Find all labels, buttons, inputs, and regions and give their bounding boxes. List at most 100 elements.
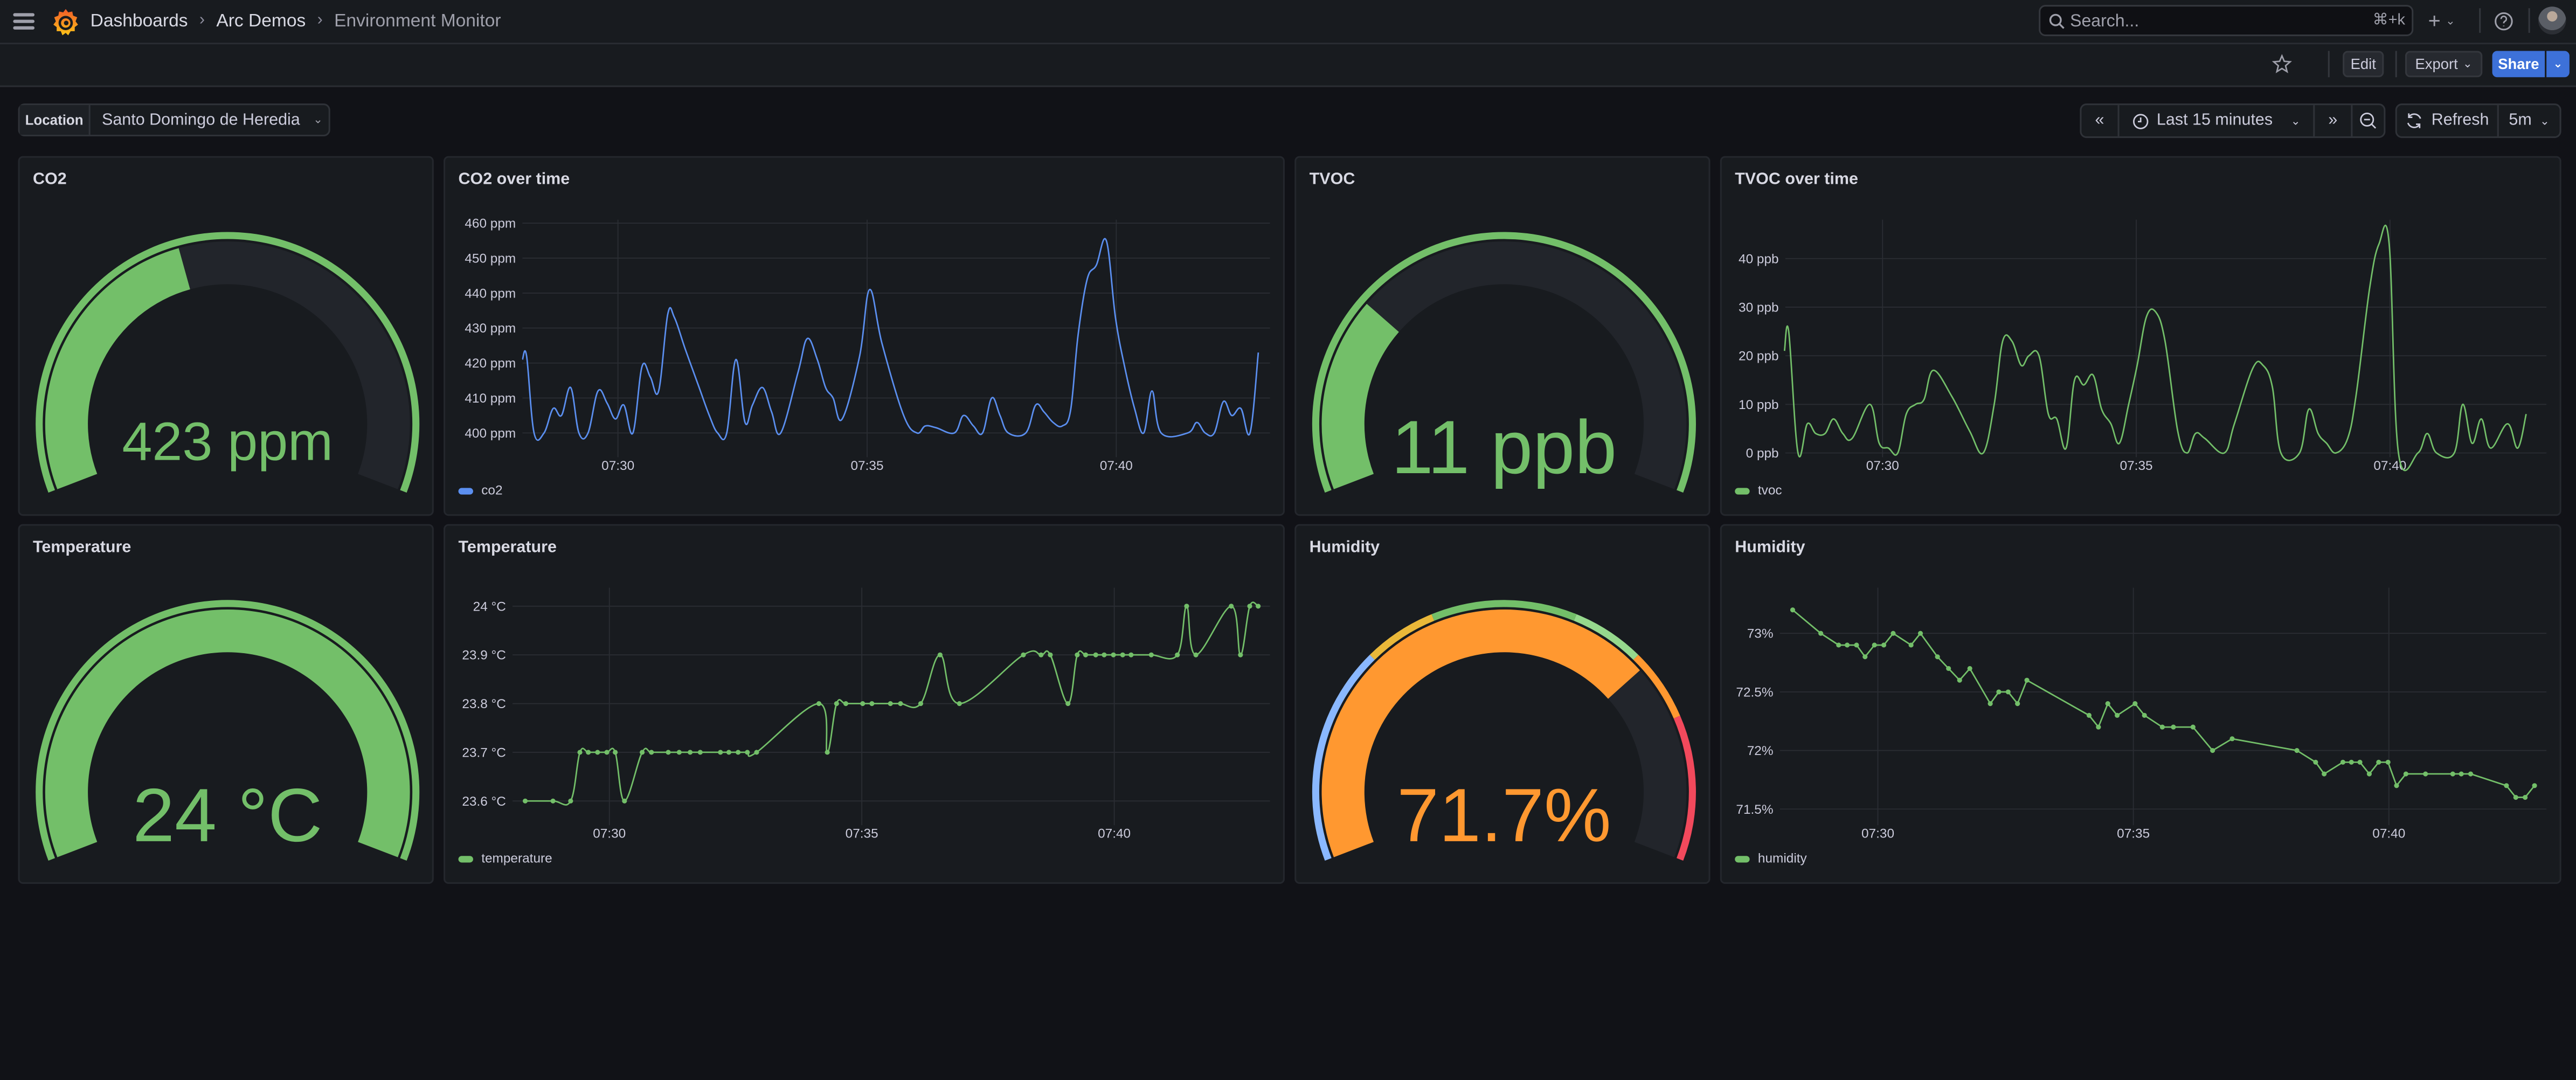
zoom-out-icon — [2360, 112, 2377, 129]
gauge-value: 71.7% — [1397, 773, 1611, 857]
location-label: Location — [19, 105, 91, 135]
y-tick-label: 30 ppb — [1739, 300, 1779, 315]
data-point — [869, 701, 875, 707]
legend-item-tvoc[interactable]: tvoc — [1735, 483, 1782, 498]
time-picker-group: « Last 15 minutes ⌄ » — [2080, 103, 2386, 139]
data-point — [2015, 701, 2020, 707]
co2-gauge-panel[interactable]: CO2 423 ppm — [18, 156, 434, 516]
location-value: Santo Domingo de Heredia — [102, 110, 300, 129]
legend-item-co2[interactable]: co2 — [458, 483, 503, 498]
gauge-chart: 423 ppm — [36, 232, 420, 493]
data-point — [2024, 677, 2030, 683]
tvoc-over-time-panel[interactable]: TVOC over time 0 ppb 10 ppb 20 ppb 30 ppb 40… — [1720, 156, 2561, 516]
data-point — [666, 750, 671, 755]
x-tick-label: 07:30 — [593, 827, 626, 841]
gauge-track — [1321, 241, 1687, 489]
divider — [2328, 51, 2330, 78]
data-point — [2142, 712, 2147, 718]
y-tick-label: 410 ppm — [465, 391, 516, 406]
menu-icon[interactable] — [13, 13, 35, 30]
divider — [2528, 8, 2530, 33]
x-tick-label: 07:30 — [1866, 459, 1899, 473]
humidity-gauge-panel[interactable]: Humidity 71.7% — [1294, 524, 1711, 884]
gauge-threshold-band — [1431, 600, 1577, 621]
data-point — [1790, 607, 1796, 613]
export-button[interactable]: Export ⌄ — [2405, 51, 2483, 78]
series-line-humidity — [1792, 609, 2536, 798]
legend-label: tvoc — [1757, 483, 1782, 498]
data-point — [649, 750, 654, 755]
humidity-timeseries-panel[interactable]: Humidity 71.5% 72% 72.5% 73% 07:30 07:35 07:40… — [1720, 524, 2561, 884]
refresh-button[interactable]: Refresh — [2397, 105, 2499, 137]
breadcrumb-separator-icon: › — [317, 11, 323, 30]
data-point — [676, 750, 682, 755]
time-range-picker[interactable]: Last 15 minutes ⌄ — [2120, 105, 2315, 137]
data-point — [2513, 794, 2518, 800]
data-point — [1111, 652, 1116, 657]
location-select[interactable]: Santo Domingo de Heredia ⌄ — [91, 105, 329, 135]
data-point — [1872, 642, 1877, 648]
search-placeholder: Search... — [2070, 11, 2139, 31]
panel-title: Humidity — [1309, 538, 1380, 557]
temperature-timeseries-panel[interactable]: Temperature 23.6 °C 23.7 °C 23.8 °C 23.9 °C… — [444, 524, 1285, 884]
user-avatar[interactable] — [2538, 6, 2566, 35]
star-icon[interactable] — [2272, 54, 2292, 74]
top-nav-bar: Dashboards › Arc Demos › Environment Mon… — [0, 0, 2576, 45]
temperature-gauge-panel[interactable]: Temperature 24 °C — [18, 524, 434, 884]
legend-item-humidity[interactable]: humidity — [1735, 851, 1807, 866]
y-tick-label: 0 ppb — [1746, 446, 1779, 461]
data-point — [1836, 642, 1841, 648]
zoom-out-button[interactable] — [2352, 105, 2384, 136]
legend-item-temperature[interactable]: temperature — [458, 851, 552, 866]
grafana-logo-icon[interactable] — [53, 8, 79, 36]
edit-button[interactable]: Edit — [2343, 51, 2384, 78]
new-button[interactable]: + ⌄ — [2428, 8, 2468, 33]
y-tick-label: 450 ppm — [465, 251, 516, 266]
data-point — [2340, 759, 2346, 765]
timeseries-chart: 400 ppm 410 ppm 420 ppm 430 ppm 440 ppm 450 p… — [465, 217, 1270, 473]
time-shift-forward-button[interactable]: » — [2315, 105, 2353, 137]
refresh-label: Refresh — [2431, 112, 2489, 130]
refresh-interval-select[interactable]: 5m ⌄ — [2499, 105, 2560, 136]
breadcrumb-arc-demos[interactable]: Arc Demos — [216, 11, 306, 31]
legend-label: co2 — [481, 483, 503, 498]
search-input[interactable]: Search... ⌘+k — [2039, 5, 2414, 37]
help-icon[interactable] — [2494, 11, 2514, 31]
data-point — [1128, 652, 1134, 657]
data-point — [1075, 652, 1080, 657]
x-tick-label: 07:35 — [846, 827, 878, 841]
data-point — [2357, 759, 2363, 765]
data-point — [1996, 689, 2002, 695]
location-variable: Location Santo Domingo de Heredia ⌄ — [18, 103, 330, 137]
data-point — [2096, 724, 2101, 730]
data-point — [2322, 771, 2327, 777]
data-point — [1048, 652, 1053, 657]
plus-icon: + — [2428, 8, 2441, 33]
data-point — [2086, 712, 2092, 718]
y-tick-label: 23.6 °C — [462, 794, 506, 809]
co2-over-time-panel[interactable]: CO2 over time 400 ppm 410 ppm 420 ppm 430 p… — [444, 156, 1285, 516]
gauge-threshold-band — [1633, 654, 1680, 719]
share-button[interactable]: Share — [2492, 51, 2545, 78]
time-shift-back-button[interactable]: « — [2081, 105, 2120, 137]
data-point — [2294, 748, 2300, 753]
data-point — [640, 750, 645, 755]
data-point — [736, 750, 741, 755]
data-point — [595, 750, 600, 755]
breadcrumb-dashboards[interactable]: Dashboards — [90, 11, 188, 31]
share-label: Share — [2498, 56, 2539, 73]
tvoc-gauge-panel[interactable]: TVOC 11 ppb — [1294, 156, 1711, 516]
data-point — [918, 701, 924, 707]
y-tick-label: 23.7 °C — [462, 745, 506, 760]
y-tick-label: 430 ppm — [465, 321, 516, 336]
gauge-threshold-band — [1369, 614, 1435, 660]
data-point — [726, 750, 732, 755]
share-options-button[interactable]: ⌄ — [2546, 51, 2570, 78]
y-tick-label: 460 ppm — [465, 217, 516, 231]
dashboard-toolbar: Edit Export ⌄ Share ⌄ — [0, 44, 2576, 87]
gauge-fill — [45, 248, 190, 489]
x-tick-label: 07:30 — [1861, 827, 1894, 841]
refresh-icon — [2407, 113, 2421, 128]
legend-swatch — [1735, 487, 1750, 494]
timeseries-chart: 71.5% 72% 72.5% 73% 07:30 07:35 07:40 — [1736, 587, 2547, 841]
